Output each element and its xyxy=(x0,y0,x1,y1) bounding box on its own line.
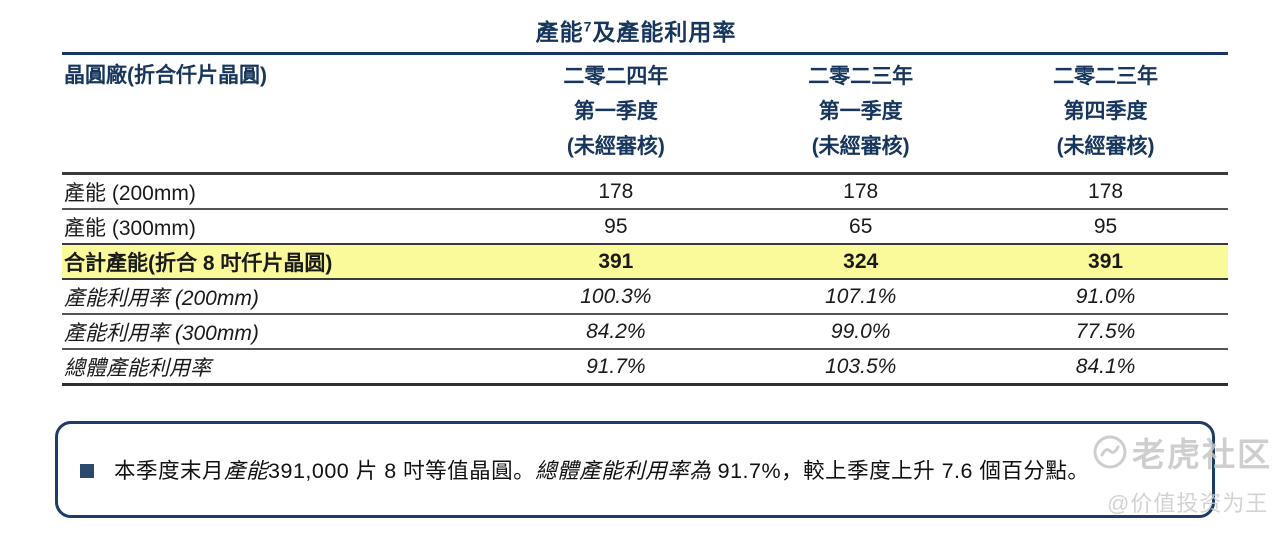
row-label: 產能 (200mm) xyxy=(62,173,494,210)
header-quarter: 第四季度 xyxy=(1063,100,1148,123)
cell-value: 99.0% xyxy=(738,314,984,350)
header-audit-note: (未經審核) xyxy=(566,135,665,158)
title-text-2: 及產能利用率 xyxy=(592,19,737,45)
row-label: 產能利用率 (200mm) xyxy=(62,279,494,315)
header-col-2023-q1: 二零二三年 第一季度 (未經審核) xyxy=(738,53,984,175)
cell-value: 95 xyxy=(493,209,739,245)
summary-segment: 391,000 片 8 吋等值晶圓。 xyxy=(268,459,536,483)
cell-value: 324 xyxy=(738,244,984,280)
cell-value: 91.0% xyxy=(983,279,1228,315)
row-label: 產能 (300mm) xyxy=(62,209,494,245)
cell-value: 95 xyxy=(983,209,1228,245)
header-col-2024-q1: 二零二四年 第一季度 (未經審核) xyxy=(493,53,739,175)
table-row-utilization-200mm: 產能利用率 (200mm) 100.3% 107.1% 91.0% xyxy=(62,279,1228,315)
table-header-row: 晶圓廠(折合仟片晶圓) 二零二四年 第一季度 (未經審核) 二零二三年 第一季度… xyxy=(62,53,1228,175)
table-row-capacity-200mm: 產能 (200mm) 178 178 178 xyxy=(62,173,1228,210)
header-fab-label: 晶圓廠(折合仟片晶圓) xyxy=(62,53,494,175)
row-label: 合計產能(折合 8 吋仟片晶圆) xyxy=(62,244,494,280)
title-text: 產能 xyxy=(535,19,584,45)
row-label: 總體產能利用率 xyxy=(62,349,494,386)
header-quarter: 第一季度 xyxy=(818,100,903,123)
header-col-2023-q4: 二零二三年 第四季度 (未經審核) xyxy=(983,53,1228,175)
cell-value: 178 xyxy=(983,173,1228,210)
cell-value: 91.7% xyxy=(493,349,739,386)
table-row-total-capacity: 合計產能(折合 8 吋仟片晶圆) 391 324 391 xyxy=(62,244,1228,280)
header-audit-note: (未經審核) xyxy=(1056,135,1155,158)
header-audit-note: (未經審核) xyxy=(811,135,910,158)
header-year: 二零二四年 xyxy=(563,65,669,88)
cell-value: 178 xyxy=(738,173,984,210)
table-row-capacity-300mm: 產能 (300mm) 95 65 95 xyxy=(62,209,1228,245)
header-year: 二零二三年 xyxy=(808,65,914,88)
summary-segment: 本季度末月 xyxy=(114,459,225,483)
header-quarter: 第一季度 xyxy=(573,100,658,123)
summary-segment-italic: 總體產能利用率為 xyxy=(535,459,712,483)
bullet-square-icon xyxy=(80,463,94,478)
cell-value: 178 xyxy=(493,173,739,210)
cell-value: 100.3% xyxy=(493,279,739,315)
cell-value: 77.5% xyxy=(983,314,1228,350)
cell-value: 103.5% xyxy=(738,349,984,386)
cell-value: 391 xyxy=(493,244,739,280)
cell-value: 65 xyxy=(738,209,984,245)
title-footnote-superscript: 7 xyxy=(583,18,593,35)
capacity-table: 晶圓廠(折合仟片晶圓) 二零二四年 第一季度 (未經審核) 二零二三年 第一季度… xyxy=(62,52,1228,386)
cell-value: 107.1% xyxy=(738,279,984,315)
row-label: 產能利用率 (300mm) xyxy=(62,314,494,350)
summary-segment: 91.7%，較上季度上升 7.6 個百分點。 xyxy=(711,459,1090,483)
table-row-overall-utilization: 總體產能利用率 91.7% 103.5% 84.1% xyxy=(62,349,1228,386)
summary-box: 本季度末月產能391,000 片 8 吋等值晶圓。總體產能利用率為 91.7%，… xyxy=(55,421,1215,518)
cell-value: 84.2% xyxy=(493,314,739,350)
table-row-utilization-300mm: 產能利用率 (300mm) 84.2% 99.0% 77.5% xyxy=(62,314,1228,350)
header-year: 二零二三年 xyxy=(1053,65,1159,88)
section-title: 產能7及產能利用率 xyxy=(0,13,1272,47)
summary-segment-italic: 產能 xyxy=(224,459,269,483)
cell-value: 84.1% xyxy=(983,349,1228,386)
cell-value: 391 xyxy=(983,244,1228,280)
summary-sentence: 本季度末月產能391,000 片 8 吋等值晶圓。總體產能利用率為 91.7%，… xyxy=(114,454,1089,485)
